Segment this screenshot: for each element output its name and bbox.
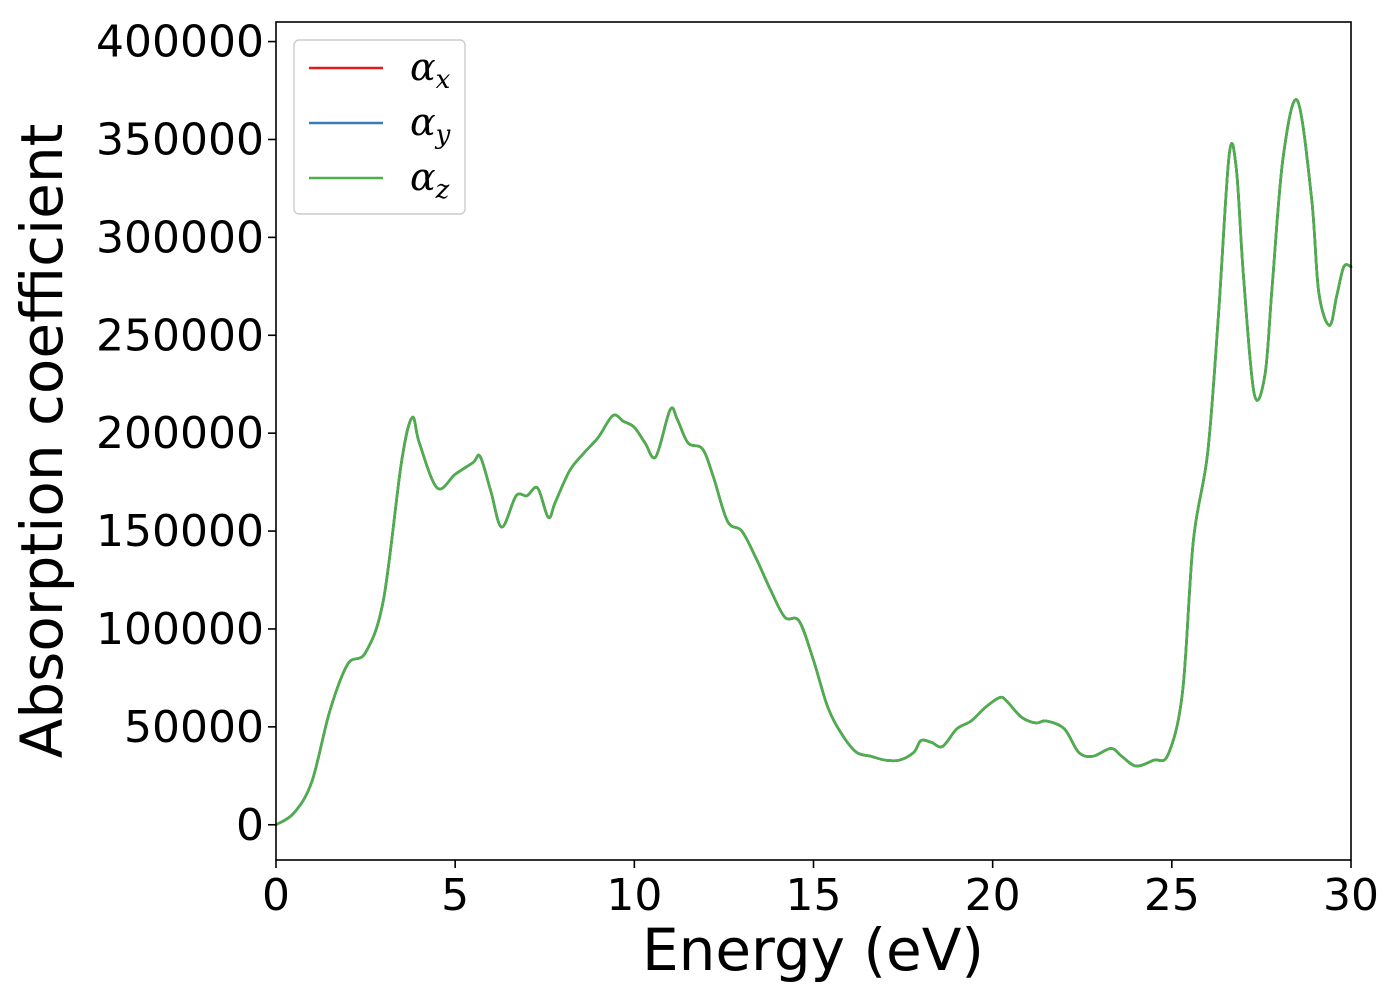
y-axis-title: Absorption coefficient xyxy=(8,124,76,759)
plot-frame xyxy=(275,21,1352,861)
y-tick-label: 50000 xyxy=(124,702,264,753)
x-axis: 0 5 10 15 20 25 30 xyxy=(262,860,1379,921)
legend-box xyxy=(293,39,466,215)
y-tick-label: 350000 xyxy=(96,114,264,165)
y-axis: 0 50000 100000 150000 200000 250000 300000 3500… xyxy=(96,17,276,851)
x-tick-label: 5 xyxy=(441,870,469,921)
x-tick-label: 15 xyxy=(786,870,842,921)
y-tick-label: 150000 xyxy=(96,506,264,557)
y-tick-label: 200000 xyxy=(96,408,264,459)
x-tick-label: 20 xyxy=(965,870,1021,921)
x-tick-label: 30 xyxy=(1323,870,1379,921)
legend-label-z: αz xyxy=(410,155,450,205)
y-tick-label: 250000 xyxy=(96,310,264,361)
x-tick-label: 10 xyxy=(606,870,662,921)
series-line-z xyxy=(274,98,1353,827)
legend-label-y: αy xyxy=(410,100,451,150)
y-tick-label: 100000 xyxy=(96,604,264,655)
series-layer xyxy=(274,98,1353,827)
y-tick-label: 0 xyxy=(236,800,264,851)
x-tick-label: 0 xyxy=(262,870,290,921)
x-tick-label: 25 xyxy=(1144,870,1200,921)
y-tick-label: 300000 xyxy=(96,212,264,263)
legend-label-x: αx xyxy=(410,45,451,95)
x-axis-title: Energy (eV) xyxy=(642,916,984,984)
y-tick-label: 400000 xyxy=(96,17,264,68)
